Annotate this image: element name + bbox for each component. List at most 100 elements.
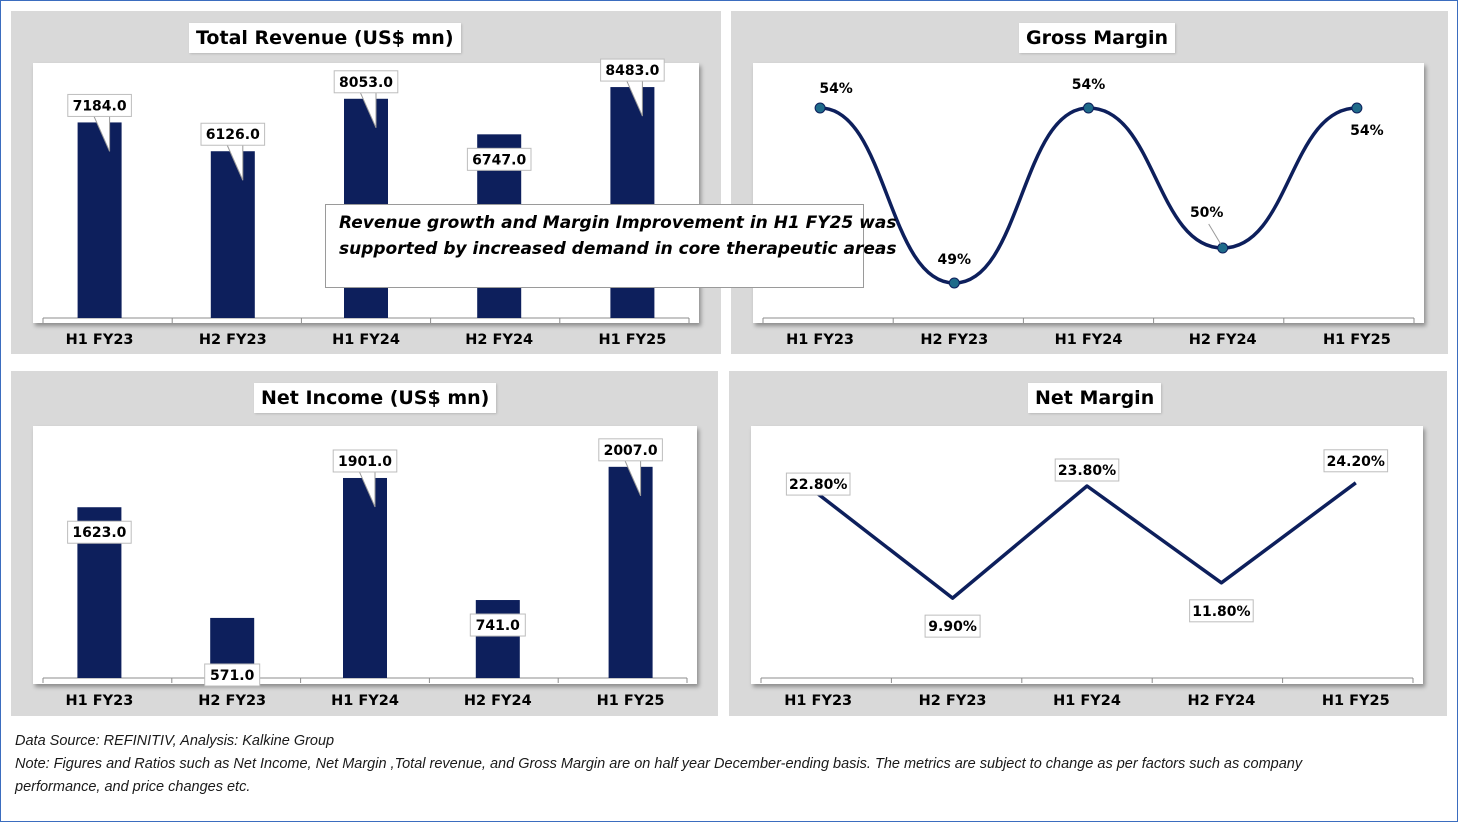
data-label: 50% — [1190, 205, 1224, 221]
data-label-box — [200, 122, 266, 146]
data-label-text: 50% — [1190, 205, 1224, 221]
gross-margin-panel: H1 FY23 H2 FY23 H1 FY24 H2 FY24 H1 FY25 54% 49… — [731, 11, 1448, 354]
category-tick-label: H1 FY24 — [1055, 332, 1123, 348]
data-label-text: 741.0 — [476, 618, 521, 634]
total-revenue-title: Total Revenue (US$ mn) — [189, 23, 461, 53]
data-label-box — [204, 663, 261, 687]
category-tick-label: H1 FY23 — [65, 693, 133, 709]
series-line — [820, 106, 1357, 285]
data-label-text: 9.90% — [928, 619, 977, 635]
data-label: 54% — [1072, 77, 1106, 93]
data-label-box — [924, 614, 981, 638]
bar-h1-fy24 — [343, 477, 387, 678]
data-point-marker — [948, 277, 960, 289]
category-tick-label: H1 FY24 — [332, 332, 400, 348]
data-label-text: 1623.0 — [72, 525, 126, 541]
data-label: 11.80% — [1189, 599, 1254, 623]
total-revenue-chart: H1 FY23 H2 FY23 H1 FY24 H2 FY24 H1 FY25 7184.… — [42, 58, 690, 348]
data-label-box — [600, 58, 665, 82]
net-margin-chart: H1 FY23 H2 FY23 H1 FY24 H2 FY24 H1 FY25 22.80… — [760, 449, 1414, 709]
data-label-text: 23.80% — [1058, 463, 1116, 479]
data-label-box — [67, 520, 132, 544]
data-label-text: 54% — [1350, 123, 1384, 139]
data-label: 571.0 — [204, 663, 261, 687]
revenue-callout: Revenue growth and Margin Improvement in… — [325, 204, 897, 288]
data-label: 741.0 — [469, 613, 526, 637]
bar-h2-fy23 — [210, 151, 255, 318]
data-label: 54% — [819, 81, 853, 97]
category-tick-label: H2 FY23 — [199, 332, 267, 348]
net-margin-panel: H1 FY23 H2 FY23 H1 FY24 H2 FY24 H1 FY25 22.80… — [729, 371, 1447, 716]
footer-notes: Data Source: REFINITIV, Analysis: Kalkin… — [15, 730, 1435, 799]
data-label: 8483.0 — [600, 58, 665, 117]
category-tick-label: H2 FY23 — [198, 693, 266, 709]
category-tick-label: H1 FY25 — [1323, 332, 1391, 348]
net-income-title: Net Income (US$ mn) — [254, 383, 497, 413]
bar-h2-fy24 — [475, 600, 520, 678]
data-label: 2007.0 — [598, 438, 663, 497]
category-tick-label: H1 FY24 — [331, 693, 399, 709]
data-label-text: 6126.0 — [206, 127, 260, 143]
category-tick-label: H1 FY25 — [597, 693, 665, 709]
data-point-marker — [1217, 242, 1229, 254]
data-source-text: Data Source: REFINITIV, Analysis: Kalkin… — [15, 733, 335, 749]
data-point-marker — [1351, 102, 1363, 114]
category-tick-label: H2 FY24 — [465, 332, 533, 348]
callout-line-2: supported by increased demand in core th… — [339, 239, 897, 259]
data-label: 9.90% — [924, 614, 981, 638]
data-label: 23.80% — [1054, 458, 1120, 482]
callout-line-1: Revenue growth and Margin Improvement in… — [339, 213, 897, 233]
data-label: 6747.0 — [466, 147, 532, 171]
data-label-leader — [1208, 223, 1222, 245]
data-label-text: 24.20% — [1327, 454, 1385, 470]
category-tick-label: H2 FY23 — [919, 693, 987, 709]
data-label-box — [332, 449, 398, 473]
bar-h1-fy25 — [608, 466, 653, 678]
data-label-text: 49% — [938, 252, 972, 268]
data-label-text: 54% — [819, 81, 853, 97]
data-label-text: 22.80% — [789, 477, 847, 493]
category-tick-label: H2 FY24 — [464, 693, 532, 709]
data-label-text: 8053.0 — [339, 75, 393, 91]
data-label: 8053.0 — [333, 70, 399, 128]
data-label-box — [1054, 458, 1120, 482]
data-label-box — [1189, 599, 1254, 623]
data-label: 1901.0 — [332, 449, 398, 508]
data-label: 1623.0 — [67, 520, 132, 544]
data-label-text: 11.80% — [1192, 604, 1250, 620]
category-tick-label: H1 FY23 — [66, 332, 134, 348]
data-label-text: 1901.0 — [338, 454, 392, 470]
data-label-text: 571.0 — [210, 668, 255, 684]
net-margin-title: Net Margin — [1028, 383, 1162, 413]
data-label: 22.80% — [785, 472, 851, 496]
data-label-box — [67, 93, 132, 117]
gross-margin-title: Gross Margin — [1019, 23, 1175, 53]
data-point-marker — [814, 102, 826, 114]
gross-margin-chart: H1 FY23 H2 FY23 H1 FY24 H2 FY24 H1 FY25 54% 49… — [762, 77, 1415, 348]
data-label-box — [333, 70, 399, 94]
note-text-line-1: Note: Figures and Ratios such as Net Inc… — [15, 756, 1303, 772]
data-label-text: 7184.0 — [73, 98, 127, 114]
data-point-marker — [1083, 102, 1094, 114]
data-label-box — [598, 438, 663, 462]
net-income-panel: H1 FY23 H2 FY23 H1 FY24 H2 FY24 H1 FY25 1623.… — [11, 371, 718, 716]
category-tick-label: H1 FY23 — [784, 693, 852, 709]
data-label-box — [466, 147, 532, 171]
data-label-box — [785, 472, 851, 496]
data-label-text: 2007.0 — [604, 443, 658, 459]
category-tick-label: H2 FY24 — [1187, 693, 1255, 709]
category-tick-label: H1 FY25 — [1322, 693, 1390, 709]
category-tick-label: H1 FY25 — [598, 332, 666, 348]
data-label-box — [1323, 449, 1389, 473]
note-text-line-2: performance, and price changes etc. — [15, 779, 251, 795]
data-label-text: 8483.0 — [605, 63, 659, 79]
category-tick-label: H2 FY24 — [1189, 332, 1257, 348]
data-label-box — [469, 613, 526, 637]
data-label: 24.20% — [1323, 449, 1389, 473]
data-label: 7184.0 — [67, 93, 132, 152]
series-line — [817, 481, 1357, 600]
category-tick-label: H2 FY23 — [920, 332, 988, 348]
data-label: 6126.0 — [200, 122, 266, 181]
data-label-text: 54% — [1072, 77, 1106, 93]
